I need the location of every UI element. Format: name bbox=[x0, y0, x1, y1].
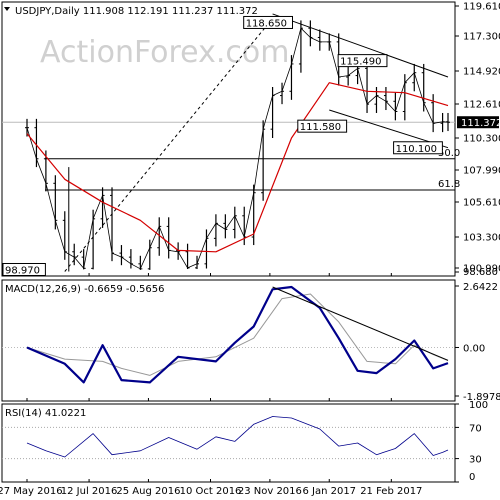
rsi-panel-header: RSI(14) 41.0221 bbox=[5, 408, 86, 419]
macd-y-tick-label: -1.8978 bbox=[463, 392, 500, 403]
price-y-tick-label: 103.300 bbox=[463, 233, 500, 244]
x-tick-label: 23 Nov 2016 bbox=[238, 486, 302, 497]
collapse-triangle-icon bbox=[4, 7, 10, 11]
level-label-box bbox=[337, 54, 388, 68]
rsi-y-tick-label: 100 bbox=[469, 400, 488, 411]
last-price-tag-label: 111.372 bbox=[461, 118, 500, 129]
price-panel-header: USDJPY,Daily 111.908 112.191 111.237 111… bbox=[15, 6, 258, 17]
price-y-tick-label: 100.990 bbox=[463, 264, 500, 275]
macd-trendline bbox=[272, 286, 449, 361]
x-tick-label: 10 Oct 2016 bbox=[180, 486, 242, 497]
level-label-box bbox=[297, 119, 348, 133]
rsi-y-tick-label: 70 bbox=[469, 423, 482, 434]
price-close-line bbox=[26, 27, 449, 270]
price-trendline bbox=[64, 18, 273, 272]
fib-level-label: 50.0 bbox=[438, 148, 460, 159]
level-label: 110.100 bbox=[396, 144, 437, 155]
x-tick-label: 25 Aug 2016 bbox=[116, 486, 180, 497]
x-tick-label: 27 May 2016 bbox=[0, 486, 63, 497]
level-label: 115.490 bbox=[340, 57, 381, 68]
price-y-tick-label: 112.610 bbox=[463, 100, 500, 111]
price-y-tick-label: 110.300 bbox=[463, 134, 500, 145]
x-tick-label: 6 Jan 2017 bbox=[302, 486, 356, 497]
price-y-tick-label: 98.680 bbox=[463, 267, 498, 278]
level-label: 118.650 bbox=[246, 18, 287, 29]
macd-y-tick-label: 0.00 bbox=[463, 343, 485, 354]
price-trendline bbox=[272, 13, 449, 78]
macd-y-tick-label: 2.6422 bbox=[463, 282, 498, 293]
x-tick-label: 12 Jul 2016 bbox=[61, 486, 118, 497]
price-y-tick-label: 119.610 bbox=[463, 2, 500, 13]
level-label: 111.580 bbox=[300, 122, 341, 133]
level-label-box bbox=[2, 262, 46, 276]
price-y-tick-label: 114.920 bbox=[463, 67, 500, 78]
watermark-text: ActionForex.com bbox=[40, 35, 289, 70]
price-panel-frame bbox=[1, 1, 456, 277]
level-label: 98.970 bbox=[5, 265, 40, 276]
x-tick-label: 21 Feb 2017 bbox=[360, 486, 422, 497]
macd-panel-frame bbox=[1, 279, 456, 402]
level-label-box bbox=[393, 141, 443, 155]
macd-panel-header: MACD(12,26,9) -0.6659 -0.5656 bbox=[5, 284, 165, 295]
fib-level-label: 61.8 bbox=[438, 179, 460, 190]
price-y-tick-label: 107.990 bbox=[463, 166, 500, 177]
level-label-box bbox=[243, 15, 293, 29]
last-price-tag bbox=[457, 116, 499, 129]
macd-line bbox=[26, 285, 449, 384]
price-y-tick-label: 117.300 bbox=[463, 32, 500, 43]
rsi-panel-frame bbox=[1, 403, 456, 483]
price-moving-average-line bbox=[26, 82, 449, 253]
rsi-y-tick-label: 30 bbox=[469, 455, 482, 466]
rsi-y-tick-label: 0 bbox=[469, 472, 475, 483]
rsi-line bbox=[26, 416, 449, 458]
price-y-tick-label: 105.610 bbox=[463, 198, 500, 209]
